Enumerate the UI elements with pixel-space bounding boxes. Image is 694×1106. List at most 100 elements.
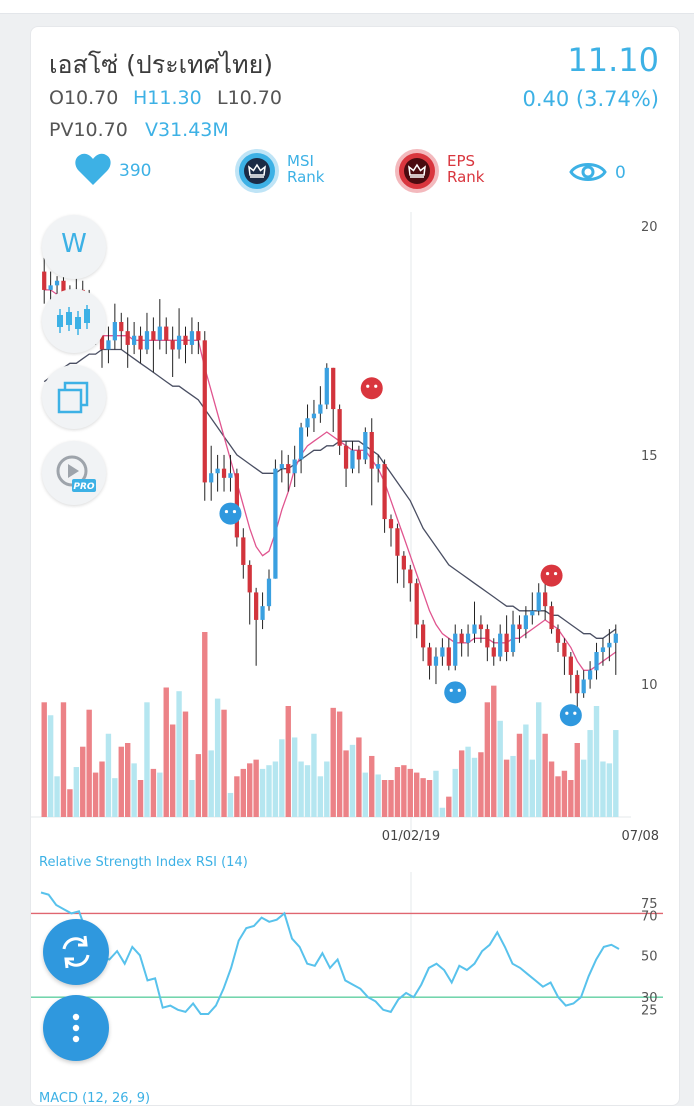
volume-bar <box>330 707 336 817</box>
candle-body <box>363 432 368 460</box>
stock-name: เอสโซ่ (ประเทศไทย) <box>49 50 273 79</box>
volume-bar <box>600 761 606 817</box>
candle-body <box>331 367 336 410</box>
candle-body <box>324 367 329 405</box>
candle-body <box>42 271 47 290</box>
candle-body <box>472 624 477 634</box>
candle-body <box>266 578 272 607</box>
replay-icon: PRO <box>56 455 96 492</box>
candle-body <box>305 418 310 428</box>
refresh-button[interactable] <box>43 919 109 985</box>
volume-bar <box>336 711 343 817</box>
candle-body <box>530 610 535 616</box>
candle-body <box>254 592 259 620</box>
volume-bar <box>259 768 266 817</box>
candle-body <box>54 280 60 286</box>
rsi-tick-label: 70 <box>641 909 658 924</box>
volume-bar <box>105 733 112 817</box>
eps-rank-button[interactable] <box>395 149 439 193</box>
volume-bar <box>112 778 118 817</box>
eps-rank-label[interactable]: EPS Rank <box>447 152 485 186</box>
volume-bar <box>285 706 291 817</box>
volume-bar <box>580 759 587 817</box>
candle-body <box>138 335 143 350</box>
more-options-button[interactable] <box>43 995 109 1061</box>
volume-bar <box>227 792 234 817</box>
volume-bar <box>73 767 80 817</box>
low-price: L10.70 <box>217 87 282 109</box>
candle-body <box>196 331 201 341</box>
y-tick-label: 10 <box>641 678 658 693</box>
volume-bar <box>362 772 369 817</box>
volume-bar <box>574 743 580 817</box>
candle-body <box>414 583 419 625</box>
volume-bar <box>401 765 407 817</box>
signal-icon-eye <box>573 711 577 715</box>
volume-bar <box>587 730 593 817</box>
msi-rank-label[interactable]: MSI Rank <box>287 152 325 186</box>
candle-body <box>209 473 214 483</box>
volume-bar <box>349 744 356 817</box>
candle-body <box>337 409 342 446</box>
volume-bar <box>169 724 176 817</box>
candle-body <box>170 340 175 350</box>
volume-bar <box>343 750 349 817</box>
candle-body <box>189 331 195 345</box>
timeframe-label: W <box>61 229 87 259</box>
heart-icon[interactable] <box>73 149 113 189</box>
volume-bar <box>118 746 124 817</box>
candle-body <box>183 335 188 345</box>
candle-body <box>498 633 503 657</box>
eye-icon[interactable] <box>569 159 607 185</box>
volume-bar <box>208 750 214 817</box>
price-chart[interactable]: 20 15 10 01/02/19 07/08 Relative Strength Ind… <box>31 212 680 1106</box>
volume-bar <box>561 770 568 817</box>
candle-body <box>453 633 458 666</box>
bear-signal-icon <box>360 377 383 400</box>
compare-button[interactable] <box>42 365 106 429</box>
macd-title: MACD (12, 26, 9) <box>39 1091 150 1106</box>
volume-bar <box>356 737 362 817</box>
volume-bar <box>593 706 600 817</box>
msi-rank-button[interactable] <box>235 149 279 193</box>
candle-body <box>388 519 394 529</box>
candle-body <box>273 468 278 579</box>
candle-body <box>543 592 548 607</box>
candle-body <box>311 413 317 419</box>
candle-body <box>318 404 323 414</box>
candle-body <box>427 647 432 666</box>
volume-bar <box>426 780 433 817</box>
candle-body <box>600 647 606 652</box>
volume-bar <box>606 763 613 817</box>
candle-body <box>164 326 169 341</box>
high-price: H11.30 <box>133 87 202 109</box>
replay-pro-button[interactable]: PRO <box>42 441 106 505</box>
volume-bar <box>369 755 375 817</box>
candle-body <box>221 468 227 478</box>
volume-bar <box>311 733 317 817</box>
candle-body <box>433 656 439 666</box>
candle-body <box>440 647 445 657</box>
volume-bar <box>163 687 169 817</box>
volume: V31.43M <box>145 119 229 141</box>
volume-bar <box>317 776 324 817</box>
candle-body <box>587 670 593 680</box>
candle-body <box>555 629 561 643</box>
signal-icon-eye <box>224 509 229 514</box>
timeframe-button[interactable]: W <box>42 215 106 279</box>
crown-icon <box>408 163 426 178</box>
candle-body <box>144 331 150 350</box>
candlestick-icon <box>57 305 90 335</box>
candle-body <box>151 331 156 341</box>
volume-bar <box>182 711 189 817</box>
candle-body <box>228 473 233 478</box>
candle-body <box>562 642 567 657</box>
candle-body <box>575 674 580 694</box>
chart-type-button[interactable] <box>42 289 106 353</box>
candle-body <box>478 624 484 630</box>
candle-body <box>395 528 400 556</box>
volume-bar <box>568 780 574 817</box>
prev-volume: PV10.70 <box>49 119 128 141</box>
candle-body <box>510 624 516 652</box>
candle-body <box>523 615 528 630</box>
